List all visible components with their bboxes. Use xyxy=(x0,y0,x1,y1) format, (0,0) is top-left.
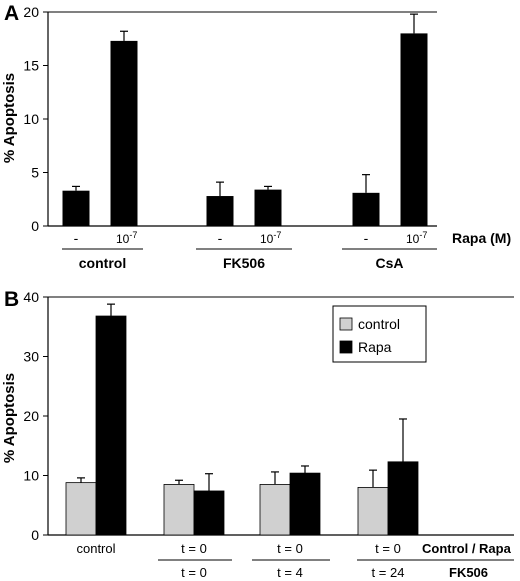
y-tick-label: 0 xyxy=(31,527,39,543)
row2-label: t = 4 xyxy=(277,565,303,580)
y-tick-label: 5 xyxy=(31,165,39,181)
legend-swatch xyxy=(339,340,353,354)
legend-label: control xyxy=(358,316,400,332)
y-tick-label: 10 xyxy=(23,468,39,484)
bar xyxy=(400,33,428,227)
bar-control xyxy=(357,486,389,536)
x-tick-label: - xyxy=(74,230,79,246)
y-tick-label: 40 xyxy=(23,289,39,305)
category-label: t = 0 xyxy=(181,541,207,556)
row2-label: t = 24 xyxy=(372,565,405,580)
x-tick-exponent: -7 xyxy=(129,230,137,240)
bar xyxy=(206,196,234,226)
y-tick-label: 30 xyxy=(23,349,39,365)
y-tick-label: 20 xyxy=(23,408,39,424)
panel-a-ylabel: % Apoptosis xyxy=(1,73,18,163)
bar-rapa xyxy=(387,461,419,536)
bar-rapa xyxy=(95,315,127,536)
group-label: control xyxy=(79,255,126,271)
bar-rapa xyxy=(193,490,225,536)
category-label: control xyxy=(76,541,115,556)
x-tick-label: - xyxy=(218,230,223,246)
category-label: t = 0 xyxy=(277,541,303,556)
y-tick-label: 20 xyxy=(23,4,39,20)
legend-swatch xyxy=(339,317,353,331)
panel-b-ylabel: % Apoptosis xyxy=(1,373,18,463)
x-row-label: Rapa (M) xyxy=(452,230,511,246)
bar xyxy=(110,40,138,226)
x-tick-label: - xyxy=(364,230,369,246)
legend-label: Rapa xyxy=(358,339,392,355)
y-tick-label: 10 xyxy=(23,111,39,127)
bar-control xyxy=(65,482,97,536)
bar xyxy=(352,192,380,226)
row2-label: t = 0 xyxy=(181,565,207,580)
bar-control xyxy=(163,484,195,536)
y-tick-label: 15 xyxy=(23,58,39,74)
panel-a-label: A xyxy=(4,2,19,25)
panel-b-label: B xyxy=(4,288,19,311)
row2-right-label: FK506 xyxy=(449,565,488,580)
x-tick-exponent: -7 xyxy=(273,230,281,240)
x-tick-label: 10-7 xyxy=(260,230,281,246)
y-tick-label: 0 xyxy=(31,218,39,234)
group-label: FK506 xyxy=(223,255,265,271)
bar-rapa xyxy=(289,472,321,536)
bar xyxy=(62,190,90,226)
bar-control xyxy=(259,484,291,536)
category-label: t = 0 xyxy=(375,541,401,556)
panel-b-chart: 0 10 20 30 40 control t = 0 t = 0 t = 0 Control /… xyxy=(23,289,514,580)
group-label: CsA xyxy=(375,255,403,271)
row1-right-label: Control / Rapa xyxy=(422,541,512,556)
x-tick-label: 10-7 xyxy=(116,230,137,246)
bar xyxy=(254,189,282,226)
x-tick-exponent: -7 xyxy=(419,230,427,240)
x-tick-label: 10-7 xyxy=(406,230,427,246)
